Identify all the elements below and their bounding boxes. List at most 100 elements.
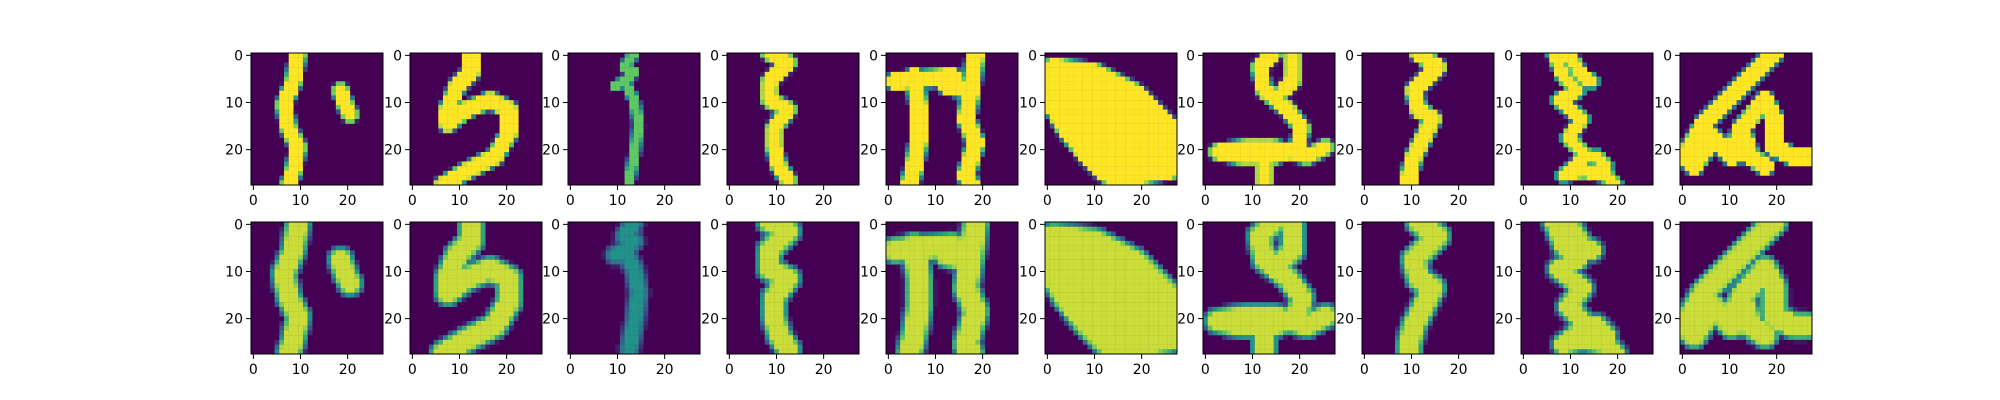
pixel: [1063, 240, 1069, 246]
pixel: [499, 104, 505, 110]
pixel: [1054, 86, 1060, 91]
pixel: [1273, 222, 1279, 227]
pixel: [1278, 109, 1284, 115]
pixel: [1240, 142, 1246, 148]
pixel: [1111, 264, 1116, 270]
pixel: [1418, 57, 1424, 63]
pixel: [1101, 81, 1107, 87]
pixel: [457, 245, 462, 251]
pixel: [1129, 250, 1135, 256]
pixel: [284, 81, 289, 87]
pixel: [447, 250, 453, 256]
pixel: [774, 349, 779, 355]
pixel: [638, 259, 644, 265]
pixel: [629, 269, 635, 274]
pixel: [518, 283, 524, 289]
pixel: [1115, 302, 1121, 307]
pixel: [1092, 240, 1097, 246]
pixel: [1101, 259, 1107, 265]
pixel: [778, 152, 784, 157]
pixel: [1741, 156, 1747, 162]
pixel: [1101, 273, 1107, 279]
pixel: [797, 339, 803, 345]
pixel: [1111, 316, 1116, 322]
pixel: [1577, 90, 1583, 96]
pixel: [279, 226, 285, 232]
pixel: [1082, 57, 1088, 63]
pixel: [1250, 156, 1255, 162]
pixel: [895, 240, 901, 246]
pixel: [1741, 137, 1747, 143]
pixel: [1139, 264, 1145, 270]
pixel: [980, 128, 986, 134]
pixel: [947, 90, 953, 96]
pixel: [1120, 302, 1126, 307]
pixel: [1746, 123, 1751, 129]
pixel: [1096, 95, 1102, 101]
pixel: [461, 344, 467, 350]
pixel: [769, 335, 775, 340]
pixel: [610, 255, 616, 260]
pixel: [1078, 119, 1083, 124]
pixel: [900, 236, 905, 241]
pixel: [755, 264, 761, 270]
pixel: [1563, 175, 1569, 181]
pixel: [1139, 90, 1145, 96]
pixel: [1144, 311, 1149, 317]
pixel: [1292, 152, 1298, 157]
pixel: [1694, 147, 1699, 153]
pixel: [340, 250, 346, 256]
pixel: [1764, 109, 1770, 115]
pixel: [1591, 76, 1597, 82]
pixel: [302, 156, 308, 162]
pixel: [788, 264, 794, 270]
pixel: [1148, 325, 1154, 331]
pixel: [1254, 166, 1260, 171]
pixel: [970, 142, 976, 148]
pixel: [1278, 142, 1284, 148]
pixel: [1120, 321, 1126, 326]
pixel: [895, 344, 901, 350]
pixel: [1802, 156, 1808, 162]
pixel: [605, 250, 611, 256]
pixel: [471, 335, 477, 340]
pixel: [980, 302, 986, 307]
pixel: [1698, 109, 1704, 115]
pixel: [279, 288, 285, 293]
pixel: [909, 288, 915, 293]
pixel: [1045, 62, 1050, 68]
x-tick-label: 20: [498, 362, 516, 378]
pixel: [1418, 53, 1424, 58]
pixel: [1092, 67, 1097, 72]
pixel: [1722, 95, 1728, 101]
pixel: [624, 335, 630, 340]
pixel: [1591, 170, 1597, 176]
pixel: [643, 264, 649, 270]
pixel: [1106, 100, 1112, 105]
pixel: [952, 264, 957, 270]
pixel: [923, 288, 929, 293]
pixel: [629, 175, 635, 181]
pixel: [293, 180, 299, 186]
y-tick-label: 10: [225, 265, 243, 281]
pixel: [1063, 137, 1069, 143]
pixel: [961, 288, 967, 293]
pixel: [1713, 119, 1718, 124]
pixel: [1139, 166, 1145, 171]
pixel: [1587, 114, 1592, 120]
pixel: [1078, 161, 1083, 167]
pixel: [923, 123, 929, 129]
pixel: [1254, 170, 1260, 176]
pixel: [490, 283, 495, 289]
pixel: [1096, 166, 1102, 171]
pixel: [1736, 142, 1742, 148]
pixel: [1059, 250, 1064, 256]
pixel: [518, 311, 524, 317]
pixel: [494, 288, 500, 293]
pixel: [923, 339, 929, 345]
pixel: [895, 236, 901, 241]
pixel: [1409, 170, 1414, 176]
pixel: [1703, 166, 1709, 171]
pixel: [1287, 231, 1293, 237]
